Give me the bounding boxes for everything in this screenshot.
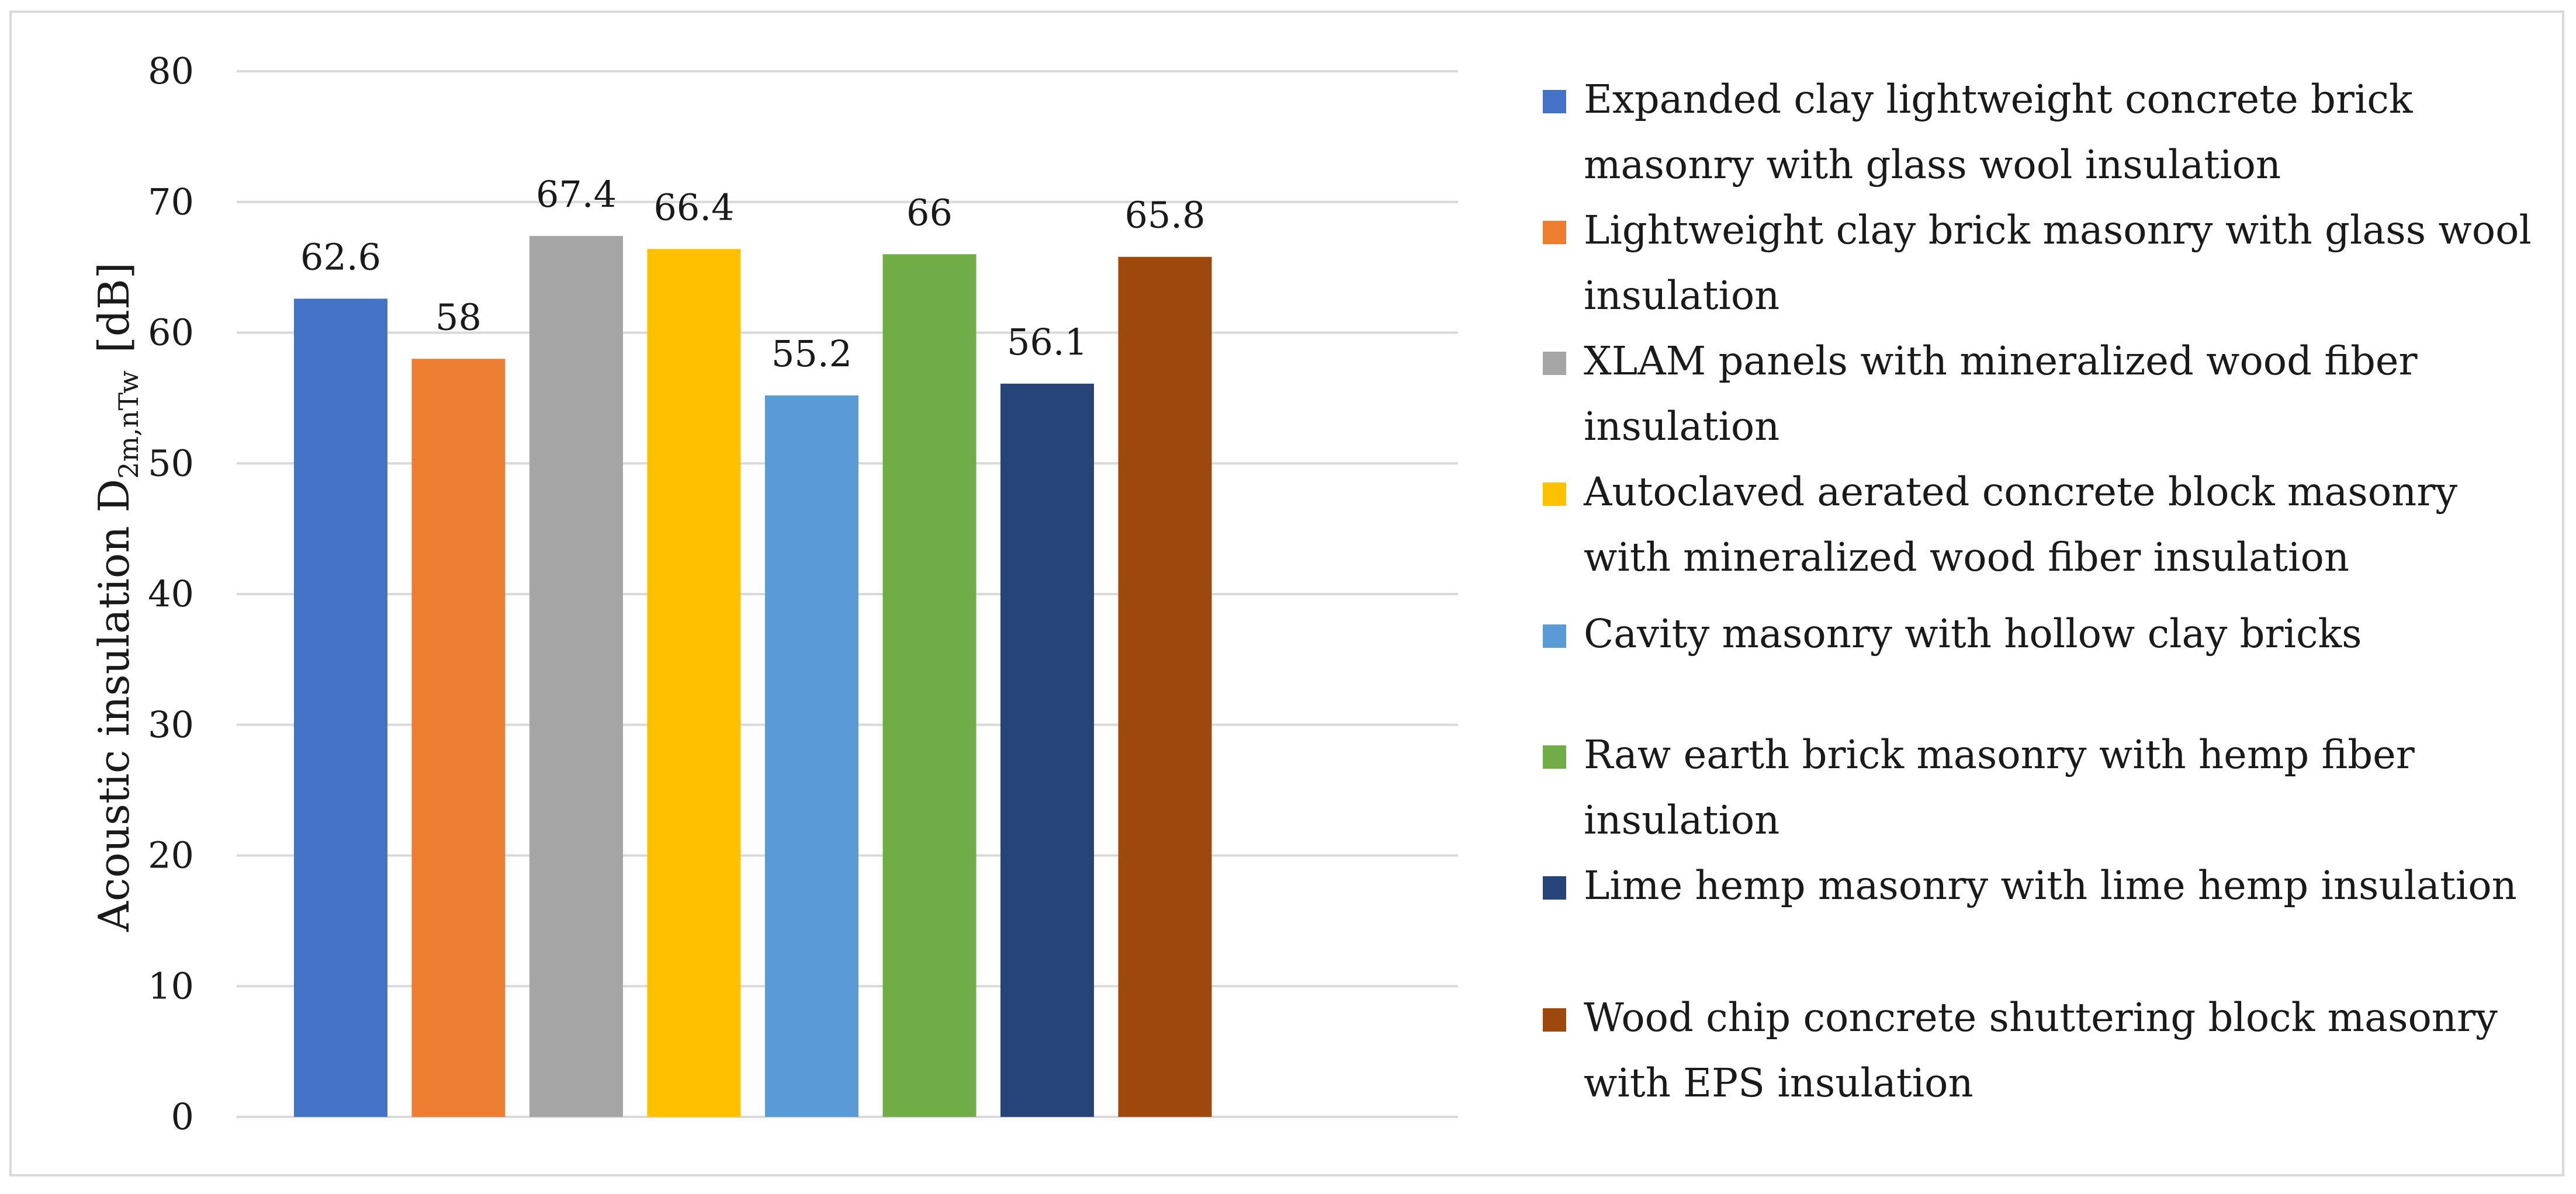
legend-swatch [1543, 1008, 1566, 1032]
y-axis-title-subscript: 2m,nTw [113, 370, 144, 479]
chart-frame: 0 10 20 30 40 50 60 70 80 62.6 58 67.4 66.4 55.2 66 56… [9, 11, 2564, 1176]
data-label-4: 66.4 [653, 186, 734, 228]
legend-swatch [1543, 221, 1566, 244]
data-label-6: 66 [906, 191, 953, 234]
data-label-7: 56.1 [1007, 321, 1088, 363]
y-tick-label: 30 [148, 703, 194, 746]
bars [294, 235, 1212, 1117]
legend-swatch [1543, 90, 1566, 113]
bar-3 [529, 235, 623, 1117]
bar-chart: 0 10 20 30 40 50 60 70 80 62.6 58 67.4 66.4 55.2 66 56… [89, 50, 1458, 1138]
legend-item-2: Lightweight clay brick masonry with glas… [1543, 197, 2560, 328]
legend-label: Expanded clay lightweight concrete brick… [1584, 77, 2413, 188]
bar-5 [765, 395, 858, 1117]
y-tick-label: 70 [148, 181, 194, 223]
legend-swatch [1543, 483, 1566, 506]
y-tick-label: 40 [148, 572, 194, 615]
legend-label: XLAM panels with mineralized wood fiber … [1584, 338, 2418, 449]
y-tick-label: 0 [171, 1095, 194, 1138]
legend-swatch [1543, 352, 1566, 375]
y-axis-title-unit: [dB] [89, 262, 139, 353]
data-label-5: 55.2 [771, 332, 852, 375]
bar-4 [647, 249, 741, 1117]
legend-swatch [1543, 876, 1566, 900]
legend-label: Cavity masonry with hollow clay bricks [1584, 611, 2362, 657]
data-label-2: 58 [435, 296, 482, 338]
legend-label: Lime hemp masonry with lime hemp insulat… [1584, 863, 2517, 908]
bar-8 [1118, 256, 1212, 1117]
y-tick-label: 80 [148, 50, 194, 92]
y-axis-ticks: 0 10 20 30 40 50 60 70 80 [148, 50, 194, 1138]
legend-item-8: Wood chip concrete shuttering block maso… [1543, 985, 2560, 1116]
legend-item-3: XLAM panels with mineralized wood fiber … [1543, 328, 2560, 459]
data-labels: 62.6 58 67.4 66.4 55.2 66 56.1 65.8 [300, 173, 1206, 375]
y-axis-title: Acoustic insulation D2m,nTw [dB] [89, 262, 144, 932]
legend-item-7: Lime hemp masonry with lime hemp insulat… [1543, 853, 2560, 918]
y-tick-label: 60 [148, 311, 194, 354]
data-label-8: 65.8 [1124, 194, 1205, 237]
legend-label: Autoclaved aerated concrete block masonr… [1584, 469, 2458, 580]
y-tick-label: 10 [148, 964, 194, 1007]
legend-label: Lightweight clay brick masonry with glas… [1584, 207, 2532, 318]
legend-item-4: Autoclaved aerated concrete block masonr… [1543, 459, 2560, 590]
legend-item-5: Cavity masonry with hollow clay bricks [1543, 601, 2560, 667]
legend-label: Raw earth brick masonry with hemp fiber … [1584, 732, 2415, 843]
legend-swatch [1543, 624, 1566, 648]
bar-1 [294, 298, 387, 1117]
bar-6 [882, 254, 977, 1117]
data-label-3: 67.4 [536, 173, 617, 216]
data-label-1: 62.6 [300, 235, 381, 278]
bar-2 [411, 359, 505, 1117]
legend-swatch [1543, 745, 1566, 769]
y-axis-title-main: Acoustic insulation D [89, 479, 139, 932]
legend-label: Wood chip concrete shuttering block maso… [1584, 995, 2498, 1106]
legend-item-6: Raw earth brick masonry with hemp fiber … [1543, 722, 2560, 853]
y-tick-label: 20 [148, 834, 194, 877]
bar-7 [1000, 383, 1094, 1117]
legend-item-1: Expanded clay lightweight concrete brick… [1543, 67, 2560, 197]
y-tick-label: 50 [148, 442, 194, 484]
